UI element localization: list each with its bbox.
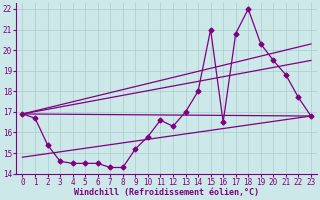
X-axis label: Windchill (Refroidissement éolien,°C): Windchill (Refroidissement éolien,°C) [74,188,259,197]
